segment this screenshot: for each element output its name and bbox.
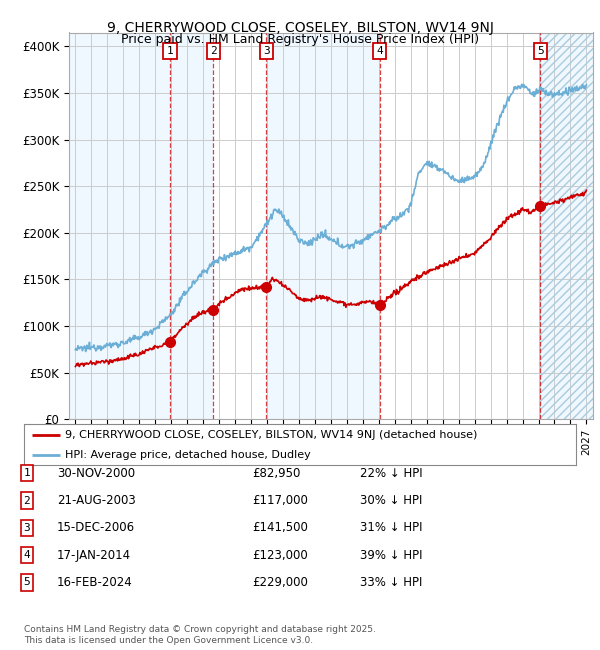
Text: 33% ↓ HPI: 33% ↓ HPI xyxy=(360,576,422,589)
Text: £141,500: £141,500 xyxy=(252,521,308,534)
Text: 17-JAN-2014: 17-JAN-2014 xyxy=(57,549,131,562)
Text: 3: 3 xyxy=(23,523,31,533)
Bar xyxy=(541,32,593,419)
Text: 1: 1 xyxy=(23,468,31,478)
Text: £117,000: £117,000 xyxy=(252,494,308,507)
Text: 4: 4 xyxy=(376,46,383,56)
Text: 30-NOV-2000: 30-NOV-2000 xyxy=(57,467,135,480)
Text: £123,000: £123,000 xyxy=(252,549,308,562)
Text: 2: 2 xyxy=(23,495,31,506)
Bar xyxy=(170,32,214,419)
Text: 15-DEC-2006: 15-DEC-2006 xyxy=(57,521,135,534)
Text: HPI: Average price, detached house, Dudley: HPI: Average price, detached house, Dudl… xyxy=(65,450,311,460)
Text: 5: 5 xyxy=(537,46,544,56)
Text: 9, CHERRYWOOD CLOSE, COSELEY, BILSTON, WV14 9NJ (detached house): 9, CHERRYWOOD CLOSE, COSELEY, BILSTON, W… xyxy=(65,430,478,440)
Text: 21-AUG-2003: 21-AUG-2003 xyxy=(57,494,136,507)
Text: 5: 5 xyxy=(23,577,31,588)
Text: 30% ↓ HPI: 30% ↓ HPI xyxy=(360,494,422,507)
Text: 22% ↓ HPI: 22% ↓ HPI xyxy=(360,467,422,480)
Text: 2: 2 xyxy=(210,46,217,56)
Bar xyxy=(541,32,593,419)
Bar xyxy=(69,32,170,419)
Text: £82,950: £82,950 xyxy=(252,467,301,480)
Text: £229,000: £229,000 xyxy=(252,576,308,589)
Text: 4: 4 xyxy=(23,550,31,560)
Text: 9, CHERRYWOOD CLOSE, COSELEY, BILSTON, WV14 9NJ: 9, CHERRYWOOD CLOSE, COSELEY, BILSTON, W… xyxy=(107,21,493,35)
Text: 1: 1 xyxy=(167,46,173,56)
Text: 3: 3 xyxy=(263,46,270,56)
Text: Contains HM Land Registry data © Crown copyright and database right 2025.
This d: Contains HM Land Registry data © Crown c… xyxy=(24,625,376,645)
Text: 31% ↓ HPI: 31% ↓ HPI xyxy=(360,521,422,534)
Text: 16-FEB-2024: 16-FEB-2024 xyxy=(57,576,133,589)
Bar xyxy=(266,32,380,419)
Text: 39% ↓ HPI: 39% ↓ HPI xyxy=(360,549,422,562)
Text: Price paid vs. HM Land Registry's House Price Index (HPI): Price paid vs. HM Land Registry's House … xyxy=(121,32,479,46)
